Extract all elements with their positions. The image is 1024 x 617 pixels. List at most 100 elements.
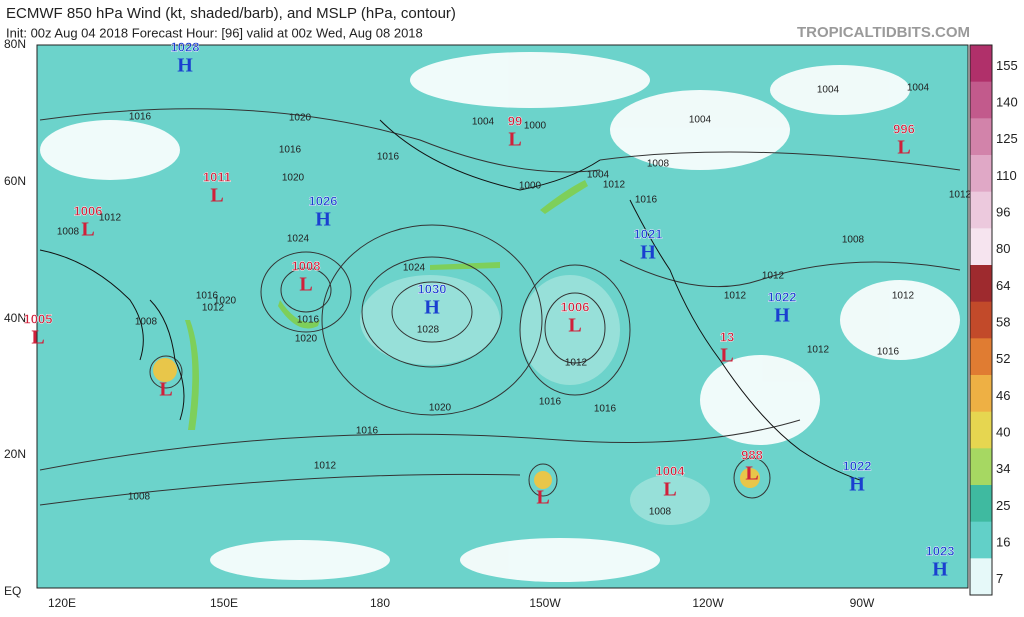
center-pressure: 1026 [309, 193, 338, 208]
center-symbol: H [424, 297, 440, 319]
isobar-label: 1016 [877, 347, 900, 358]
coastlines [39, 119, 861, 481]
colorbar-label: 7 [996, 571, 1003, 586]
center-symbol: H [932, 559, 948, 581]
isobar-label: 1004 [587, 170, 610, 181]
isobar-label: 1008 [135, 317, 158, 328]
isobar-label: 1004 [817, 85, 840, 96]
center-symbol: H [315, 209, 331, 231]
isobar-label: 1012 [603, 180, 626, 191]
colorbar-label: 125 [996, 131, 1018, 146]
isobar-label: 1016 [377, 152, 400, 163]
lon-label: 150W [529, 596, 561, 610]
center-symbol: L [745, 463, 758, 485]
colorbar-label: 34 [996, 461, 1010, 476]
center-symbol: L [210, 185, 223, 207]
isobar-label: 1016 [539, 397, 562, 408]
center-symbol: L [508, 129, 521, 151]
colorbar-swatch [970, 338, 992, 376]
center-pressure: 1006 [74, 203, 103, 218]
isobar-label: 1004 [472, 117, 495, 128]
colorbar-label: 52 [996, 351, 1010, 366]
isobar-label: 1000 [519, 181, 542, 192]
lon-label: 90W [850, 596, 875, 610]
center-symbol: H [774, 305, 790, 327]
colorbar: 155 140 125 110 96 80 64 58 52 46 40 34 25 16 7 [969, 44, 1018, 596]
title: ECMWF 850 hPa Wind (kt, shaded/barb), an… [6, 5, 456, 22]
isobar-label: 1020 [214, 296, 237, 307]
colorbar-swatch [970, 45, 992, 83]
isobar-label: 1012 [949, 190, 972, 201]
colorbar-swatch [970, 375, 992, 413]
center-pressure: 1022 [768, 289, 797, 304]
center-symbol: H [640, 242, 656, 264]
isobar-label: 1016 [279, 145, 302, 156]
colorbar-swatch [970, 485, 992, 523]
colorbar-label: 140 [996, 94, 1018, 109]
isobar-label: 1016 [356, 426, 379, 437]
center-pressure: 99 [508, 113, 522, 128]
lon-label: 180 [370, 596, 390, 610]
colorbar-frame [969, 44, 993, 596]
isobar-label: 1024 [403, 263, 426, 274]
center-pressure: 1011 [203, 169, 231, 184]
center-symbol: L [31, 327, 44, 349]
colorbar-swatch [970, 228, 992, 266]
center-pressure: 13 [720, 329, 734, 344]
isobar-label: 1004 [689, 115, 712, 126]
colorbar-swatch [970, 265, 992, 303]
center-pressure: 988 [741, 447, 763, 462]
center-pressure: 1021 [634, 226, 663, 241]
center-symbol: L [81, 219, 94, 241]
colorbar-label: 16 [996, 534, 1010, 549]
colorbar-label: 64 [996, 278, 1010, 293]
center-pressure: 1022 [843, 458, 872, 473]
strong-wind [185, 180, 588, 430]
center-symbol: L [568, 315, 581, 337]
lon-label: 120W [692, 596, 724, 610]
isobar-label: 1020 [289, 113, 312, 124]
center-symbol: L [536, 487, 549, 509]
lat-label: 40N [4, 311, 26, 325]
colorbar-swatch [970, 411, 992, 449]
colorbar-label: 80 [996, 241, 1010, 256]
colorbar-label: 96 [996, 204, 1010, 219]
center-symbol: L [720, 345, 733, 367]
credit: TROPICALTIDBITS.COM [797, 24, 970, 41]
isobars [39, 108, 961, 506]
map [36, 44, 969, 589]
center-pressure: 1028 [171, 39, 200, 54]
center-symbol: H [177, 55, 193, 77]
isobar-label: 1012 [99, 213, 122, 224]
center-pressure: 1004 [656, 463, 686, 478]
isobar-label: 1000 [524, 121, 547, 132]
colorbar-swatch [970, 118, 992, 156]
isobar-label: 1008 [649, 507, 672, 518]
center-pressure: 1006 [561, 299, 590, 314]
isobar-label: 1028 [417, 325, 440, 336]
isobar-label: 1012 [565, 358, 588, 369]
lon-label: 150E [210, 596, 238, 610]
isobar-label: 1020 [282, 173, 305, 184]
isobar-label: 1016 [594, 404, 617, 415]
lat-label: EQ [4, 584, 21, 598]
colorbar-label: 40 [996, 424, 1010, 439]
center-symbol: L [299, 274, 312, 296]
isobar-label: 1004 [907, 83, 930, 94]
calm-areas [40, 52, 960, 582]
colorbar-label: 25 [996, 498, 1010, 513]
lon-label: 120E [48, 596, 76, 610]
colorbar-swatch [970, 521, 992, 559]
map-frame [36, 44, 969, 589]
center-pressure: 1008 [292, 258, 321, 273]
colorbar-label: 155 [996, 58, 1018, 73]
colorbar-swatch [970, 191, 992, 229]
center-pressure: 1005 [24, 311, 53, 326]
subtitle: Init: 00z Aug 04 2018 Forecast Hour: [96… [6, 25, 423, 40]
colorbar-swatch [970, 448, 992, 486]
center-pressure: 996 [893, 121, 915, 136]
wind-shading [360, 275, 710, 525]
isobar-label: 1020 [295, 334, 318, 345]
isobar-label: 1016 [196, 291, 219, 302]
